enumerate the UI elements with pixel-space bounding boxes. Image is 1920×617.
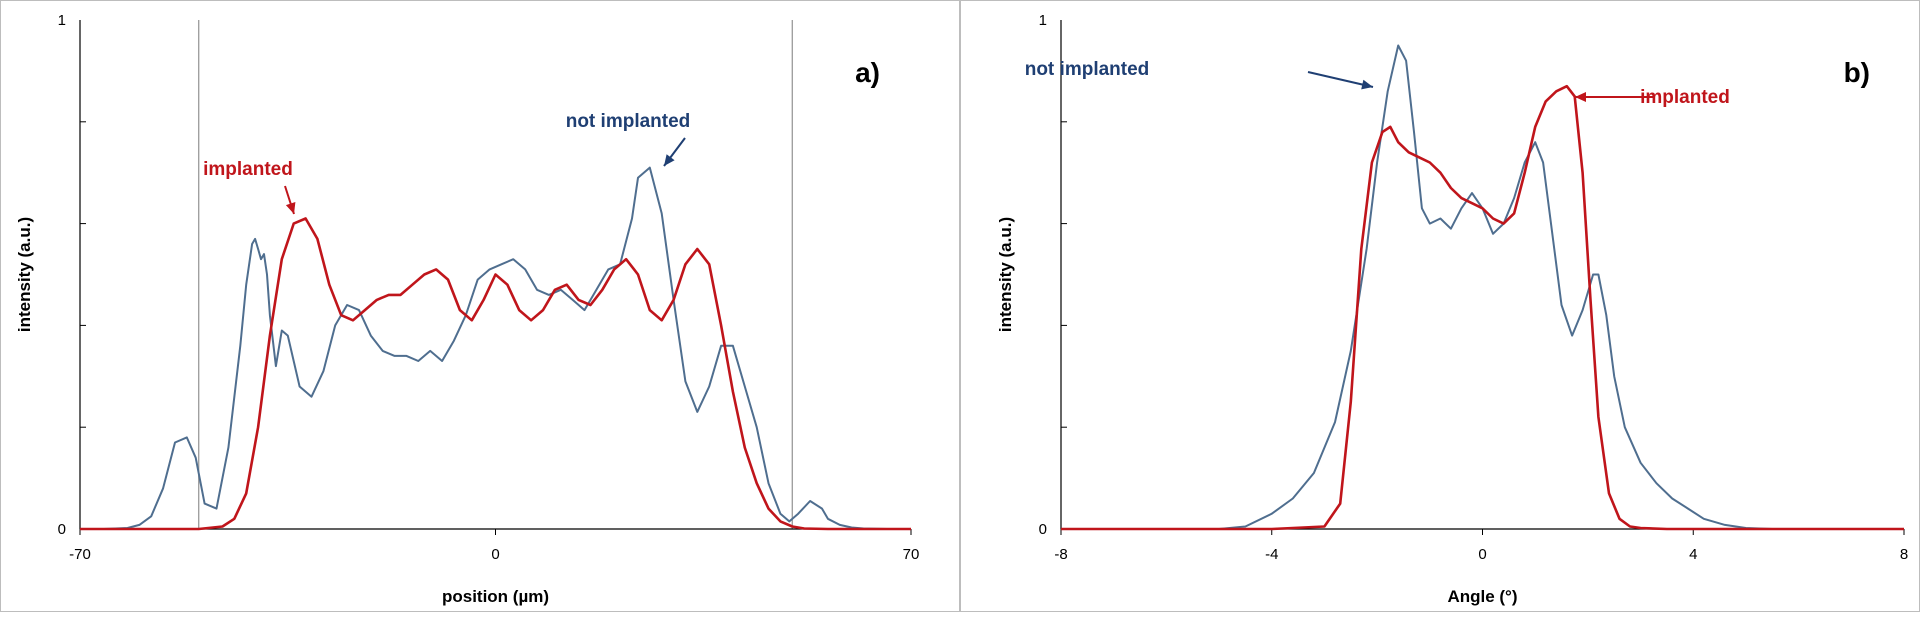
chart-b-svg: -8 -4 0 4 8 0 1 Angle (°) intensity (a.u.) b) not …: [996, 12, 1908, 606]
x-tick-label-a-1: 0: [491, 546, 499, 563]
y-axis-title-b: intensity (a.u.): [996, 217, 1015, 332]
y-axis-title-a: intensity (a.u.): [15, 217, 34, 332]
annotation-arrowhead-a-0: [664, 154, 675, 166]
x-tick-label-b-3: 4: [1689, 546, 1697, 563]
annotation-label-b-implanted: implanted: [1640, 87, 1730, 108]
annotation-label-a-implanted: implanted: [203, 159, 293, 180]
y-tick-label-b-0: 0: [1039, 521, 1047, 538]
annotation-arrow-b-0: [1307, 71, 1374, 88]
x-tick-label-b-1: -4: [1265, 546, 1278, 563]
series-line-a-implanted: [80, 217, 911, 531]
y-tick-label-a-0: 0: [58, 521, 66, 538]
panel-label-a: a): [855, 57, 880, 88]
annotation-arrowhead-b-0: [1361, 79, 1373, 90]
y-tick-label-b-1: 1: [1039, 12, 1047, 29]
panel-a-frame: [0, 0, 960, 612]
chart-panel-a: -70 0 70 0 1 position (µm) intensity (a.u.) a) n…: [0, 0, 960, 612]
y-tick-label-a-1: 1: [58, 12, 66, 29]
annotation-arrowhead-a-1: [285, 202, 296, 214]
annotation-label-b-not-implanted: not implanted: [1025, 59, 1150, 80]
x-axis-title-a: position (µm): [442, 587, 549, 606]
panel-label-b: b): [1844, 57, 1870, 88]
x-axis-title-b: Angle (°): [1447, 587, 1517, 606]
x-tick-label-b-4: 8: [1900, 546, 1908, 563]
x-tick-label-a-2: 70: [903, 546, 920, 563]
x-tick-label-a-0: -70: [69, 546, 91, 563]
panel-b-frame: [960, 0, 1920, 612]
annotation-arrowhead-b-1: [1575, 92, 1586, 102]
series-line-a-not-implanted: [80, 166, 911, 530]
x-tick-label-b-0: -8: [1054, 546, 1067, 563]
annotation-label-a-not-implanted: not implanted: [566, 111, 691, 132]
series-line-b-implanted: [1061, 84, 1904, 531]
x-tick-label-b-2: 0: [1478, 546, 1486, 563]
chart-panel-b: -8 -4 0 4 8 0 1 Angle (°) intensity (a.u.) b) not …: [960, 0, 1920, 612]
